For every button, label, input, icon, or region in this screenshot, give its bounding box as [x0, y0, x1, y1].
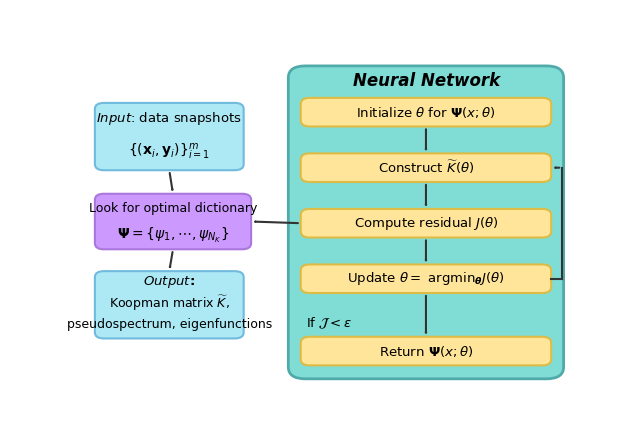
Text: Update $\theta =$ $\mathrm{argmin}_{\boldsymbol{\theta}}J(\theta)$: Update $\theta =$ $\mathrm{argmin}_{\bol…: [347, 270, 505, 287]
FancyBboxPatch shape: [95, 194, 251, 249]
FancyBboxPatch shape: [301, 98, 551, 126]
Text: $\mathit{Output}$:: $\mathit{Output}$:: [143, 274, 195, 290]
FancyBboxPatch shape: [301, 153, 551, 182]
Text: $\mathbf{\Psi} = \{\psi_1, \cdots, \psi_{N_K}\}$: $\mathbf{\Psi} = \{\psi_1, \cdots, \psi_…: [117, 225, 229, 245]
Text: $\mathit{Input}$: data snapshots: $\mathit{Input}$: data snapshots: [97, 110, 242, 127]
FancyBboxPatch shape: [95, 271, 244, 338]
Text: Return $\boldsymbol{\Psi}(x; \theta)$: Return $\boldsymbol{\Psi}(x; \theta)$: [379, 343, 473, 359]
Text: Initialize $\theta$ for $\boldsymbol{\Psi}(x; \theta)$: Initialize $\theta$ for $\boldsymbol{\Ps…: [356, 105, 496, 120]
Text: pseudospectrum, eigenfunctions: pseudospectrum, eigenfunctions: [67, 319, 272, 332]
FancyBboxPatch shape: [95, 103, 244, 170]
FancyBboxPatch shape: [288, 66, 564, 379]
Text: If $\mathcal{J} < \varepsilon$: If $\mathcal{J} < \varepsilon$: [306, 316, 352, 331]
FancyBboxPatch shape: [301, 209, 551, 238]
Text: Construct $\widetilde{K}(\theta)$: Construct $\widetilde{K}(\theta)$: [378, 159, 474, 176]
Text: Koopman matrix $\widetilde{K}$,: Koopman matrix $\widetilde{K}$,: [109, 294, 230, 312]
Text: $\{(\mathbf{x}_i, \mathbf{y}_i)\}_{i=1}^{m}$: $\{(\mathbf{x}_i, \mathbf{y}_i)\}_{i=1}^…: [128, 142, 211, 162]
Text: Compute residual $J(\theta)$: Compute residual $J(\theta)$: [353, 215, 499, 232]
FancyBboxPatch shape: [301, 264, 551, 293]
Text: Neural Network: Neural Network: [353, 72, 500, 90]
Text: Look for optimal dictionary: Look for optimal dictionary: [89, 202, 257, 215]
FancyBboxPatch shape: [301, 337, 551, 365]
